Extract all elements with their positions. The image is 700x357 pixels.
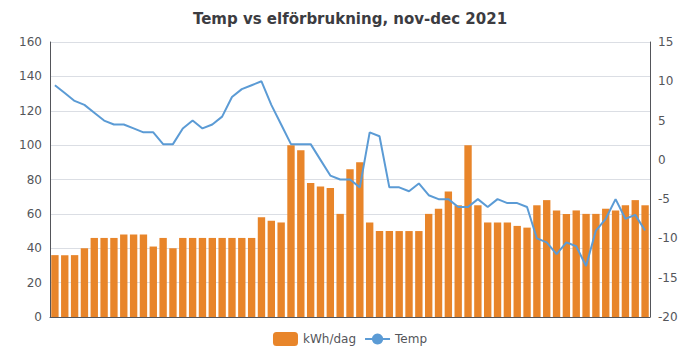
svg-text:60: 60 — [27, 207, 42, 221]
svg-text:-15: -15 — [658, 271, 678, 285]
svg-text:-20: -20 — [658, 310, 678, 324]
svg-text:5: 5 — [658, 114, 666, 128]
svg-text:Temp vs elförbrukning, nov-dec: Temp vs elförbrukning, nov-dec 2021 — [193, 10, 507, 28]
svg-text:40: 40 — [27, 241, 42, 255]
svg-text:15: 15 — [658, 35, 673, 49]
svg-text:0: 0 — [34, 310, 42, 324]
svg-text:-5: -5 — [658, 192, 670, 206]
svg-text:kWh/dag: kWh/dag — [303, 332, 356, 346]
svg-text:140: 140 — [19, 69, 42, 83]
svg-text:10: 10 — [658, 74, 673, 88]
svg-text:Temp: Temp — [394, 332, 427, 346]
svg-text:80: 80 — [27, 173, 42, 187]
svg-text:100: 100 — [19, 138, 42, 152]
svg-text:0: 0 — [658, 153, 666, 167]
svg-text:-10: -10 — [658, 231, 678, 245]
svg-text:160: 160 — [19, 35, 42, 49]
svg-text:120: 120 — [19, 104, 42, 118]
svg-text:20: 20 — [27, 276, 42, 290]
